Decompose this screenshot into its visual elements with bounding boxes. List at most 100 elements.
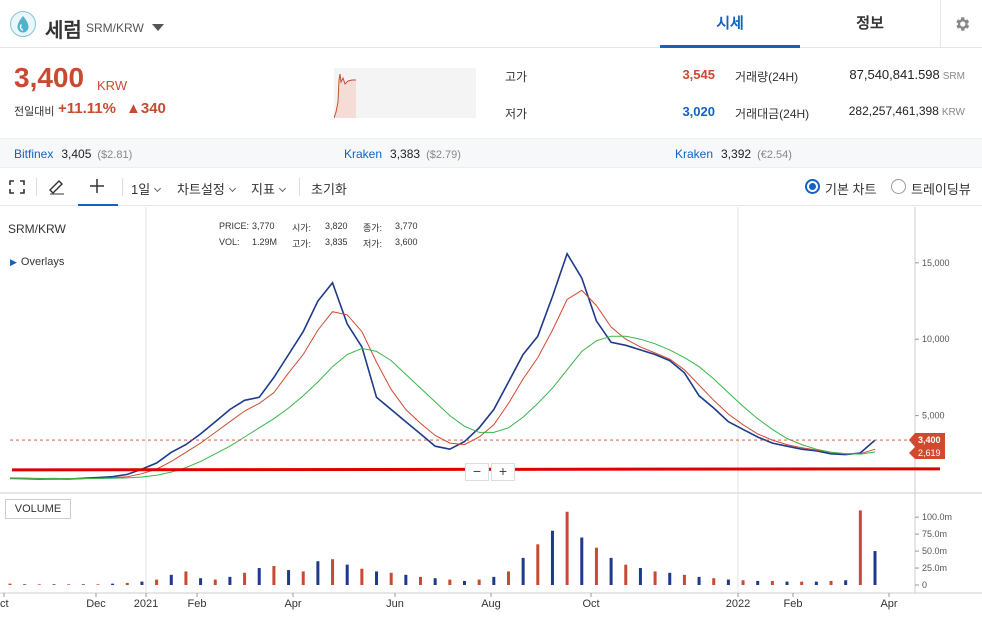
volume-bar xyxy=(844,580,848,585)
volume-bar xyxy=(873,551,877,585)
volume-bar xyxy=(96,584,100,585)
x-tick-label: Dec xyxy=(86,598,106,610)
x-tick-label: Jun xyxy=(386,598,404,610)
ohlc-vol: 1.29M xyxy=(252,237,278,247)
volume-bar xyxy=(23,584,27,585)
caret-down-icon[interactable] xyxy=(152,24,164,31)
ohlc-open-label: 시가: xyxy=(292,223,312,233)
volume-bar xyxy=(111,583,115,585)
volume-bar xyxy=(213,579,217,585)
volume-bar xyxy=(550,530,554,585)
chevron-down-icon xyxy=(154,184,162,193)
ohlc-price-label: PRICE: xyxy=(219,221,250,231)
zoom-out-button[interactable]: − xyxy=(465,463,489,481)
change-label: 전일대비 xyxy=(14,106,55,118)
exchange-item[interactable]: Bitfinex 3,405 ($2.81) xyxy=(14,147,133,161)
ohlc-close-label: 종가: xyxy=(363,223,383,233)
volume-bar xyxy=(345,564,349,585)
volume-bar xyxy=(37,584,41,585)
volume-bar xyxy=(81,584,85,585)
volume-bar xyxy=(653,571,657,585)
crosshair-tool[interactable] xyxy=(78,168,118,206)
tab-info[interactable]: 정보 xyxy=(856,15,884,32)
trading-view-radio[interactable] xyxy=(891,179,906,194)
volume-bar xyxy=(169,574,173,585)
settings-button[interactable] xyxy=(940,0,982,48)
coin-name: 세럼 xyxy=(45,20,82,42)
x-tick-label: Apr xyxy=(880,598,897,610)
volume-bar xyxy=(580,537,584,585)
high-value: 3,545 xyxy=(682,67,715,82)
tab-price[interactable]: 시세 xyxy=(660,0,800,48)
volume-bar xyxy=(228,576,232,585)
fullscreen-icon[interactable] xyxy=(9,180,25,194)
reset-button[interactable]: 초기화 xyxy=(311,182,347,197)
vol-tick-label: 100.0m xyxy=(922,512,952,522)
zoom-in-button[interactable]: + xyxy=(491,463,515,481)
price-chart[interactable]: 3,400 2,619 15,000 10,000 5,000 100.0m 75.0m 5… xyxy=(0,207,982,624)
volume-bar xyxy=(697,576,701,585)
volume-24h-label: 거래량(24H) xyxy=(735,70,799,84)
volume-bar xyxy=(477,579,481,585)
volume-bar xyxy=(726,579,730,585)
change-percent: +11.11% xyxy=(58,100,116,117)
y-tick-label: 10,000 xyxy=(922,334,950,344)
volume-bar xyxy=(316,561,320,585)
volume-bar xyxy=(389,572,393,585)
ohlc-close: 3,770 xyxy=(395,221,418,231)
volume-bar xyxy=(506,571,510,585)
volume-bar xyxy=(52,584,56,585)
volume-bar xyxy=(858,510,862,585)
chevron-down-icon xyxy=(278,184,286,193)
current-price: 3,400 xyxy=(14,62,85,93)
header-bar: 세럼 SRM/KRW 시세 정보 xyxy=(0,0,982,48)
exchange-item[interactable]: Kraken 3,392 (€2.54) xyxy=(675,147,792,161)
basic-chart-label[interactable]: 기본 차트 xyxy=(825,182,877,197)
coin-pair: SRM/KRW xyxy=(86,21,144,35)
low-label: 저가 xyxy=(505,107,528,121)
volume-bar xyxy=(243,572,247,585)
indicators-select[interactable]: 지표 xyxy=(251,179,286,198)
volume-bar xyxy=(301,571,305,585)
vol-tick-label: 75.0m xyxy=(922,529,947,539)
chart-settings-select[interactable]: 차트설정 xyxy=(177,179,236,198)
exchange-item[interactable]: Kraken 3,383 ($2.79) xyxy=(344,147,461,161)
volume-bar xyxy=(433,578,437,585)
volume-bar xyxy=(770,580,774,585)
chart-canvas[interactable]: 3,400 2,619 15,000 10,000 5,000 100.0m 75.0m 5… xyxy=(0,207,982,624)
volume-bar xyxy=(404,574,408,585)
ma-price-tag: 2,619 xyxy=(909,447,945,460)
volume-bar xyxy=(375,571,379,585)
overlays-toggle[interactable]: ▶ Overlays xyxy=(10,256,65,268)
ohlc-vol-label: VOL: xyxy=(219,237,240,247)
vol-tick-label: 0 xyxy=(922,580,927,590)
interval-select[interactable]: 1일 xyxy=(131,179,162,198)
ohlc-price: 3,770 xyxy=(252,221,275,231)
volume-bar xyxy=(257,568,261,585)
gear-icon xyxy=(956,17,970,31)
volume-bar xyxy=(712,578,716,585)
amount-24h-label: 거래대금(24H) xyxy=(735,107,810,121)
volume-bar xyxy=(448,579,452,585)
trading-view-label[interactable]: 트레이딩뷰 xyxy=(911,182,971,197)
volume-bar xyxy=(492,576,496,585)
volume-bar xyxy=(565,511,569,585)
ma-tag-shape xyxy=(909,447,945,460)
volume-bar xyxy=(521,557,525,585)
vol-tick-label: 25.0m xyxy=(922,563,947,573)
volume-bar xyxy=(8,583,12,585)
pencil-icon[interactable] xyxy=(48,179,66,195)
series-line-0 xyxy=(9,251,876,480)
volume-bar xyxy=(741,580,745,585)
basic-chart-radio[interactable] xyxy=(805,179,820,194)
volume-bar xyxy=(800,581,804,585)
volume-bar xyxy=(756,580,760,585)
ohlc-low-label: 저가: xyxy=(363,239,383,249)
volume-bar xyxy=(287,570,291,585)
low-value: 3,020 xyxy=(682,104,715,119)
volume-bar xyxy=(155,579,159,585)
x-tick-label: 2022 xyxy=(726,598,750,610)
volume-bar xyxy=(594,547,598,585)
x-tick-label: Oct xyxy=(582,598,599,610)
volume-24h-value: 87,540,841.598 SRM xyxy=(849,67,965,82)
